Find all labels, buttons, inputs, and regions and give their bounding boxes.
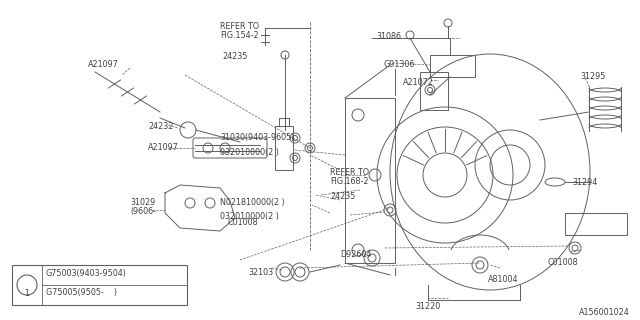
Text: 31029: 31029 <box>130 198 156 207</box>
Text: FIG.154-2: FIG.154-2 <box>220 31 259 40</box>
Text: 032010000(2 ): 032010000(2 ) <box>220 212 279 221</box>
Text: D92604: D92604 <box>340 250 371 259</box>
Text: FIG.168-2: FIG.168-2 <box>330 177 369 186</box>
Text: 24232: 24232 <box>148 122 173 131</box>
Text: 31295: 31295 <box>580 72 605 81</box>
Text: 31294: 31294 <box>572 178 597 187</box>
Bar <box>420 72 448 110</box>
Text: 24235: 24235 <box>330 192 355 201</box>
Text: G75003(9403-9504): G75003(9403-9504) <box>46 269 127 278</box>
Text: 32103: 32103 <box>248 268 273 277</box>
Text: 31086: 31086 <box>376 32 401 41</box>
Bar <box>12 265 187 305</box>
Bar <box>275 126 293 170</box>
Text: G91306: G91306 <box>384 60 415 69</box>
Text: 1: 1 <box>24 289 29 298</box>
Text: N021810000(2 ): N021810000(2 ) <box>220 198 285 207</box>
Text: 24235: 24235 <box>222 52 248 61</box>
Bar <box>565 213 627 235</box>
Text: G75005(9505-    ): G75005(9505- ) <box>46 288 117 297</box>
Text: (9606-: (9606- <box>130 207 156 216</box>
Text: 31220: 31220 <box>415 302 440 311</box>
Text: REFER TO: REFER TO <box>220 22 259 31</box>
Text: A21097: A21097 <box>88 60 119 69</box>
Text: REFER TO: REFER TO <box>330 168 369 177</box>
Text: 31030(9403-9605): 31030(9403-9605) <box>220 133 294 142</box>
Text: A81004: A81004 <box>488 275 518 284</box>
Text: C01008: C01008 <box>547 258 578 267</box>
Text: A21072: A21072 <box>403 78 434 87</box>
Bar <box>430 55 475 77</box>
Text: C01008: C01008 <box>228 218 259 227</box>
Text: A156001024: A156001024 <box>579 308 630 317</box>
Text: 032010000(2 ): 032010000(2 ) <box>220 148 279 157</box>
Bar <box>345 98 395 263</box>
Text: A21097: A21097 <box>148 143 179 152</box>
